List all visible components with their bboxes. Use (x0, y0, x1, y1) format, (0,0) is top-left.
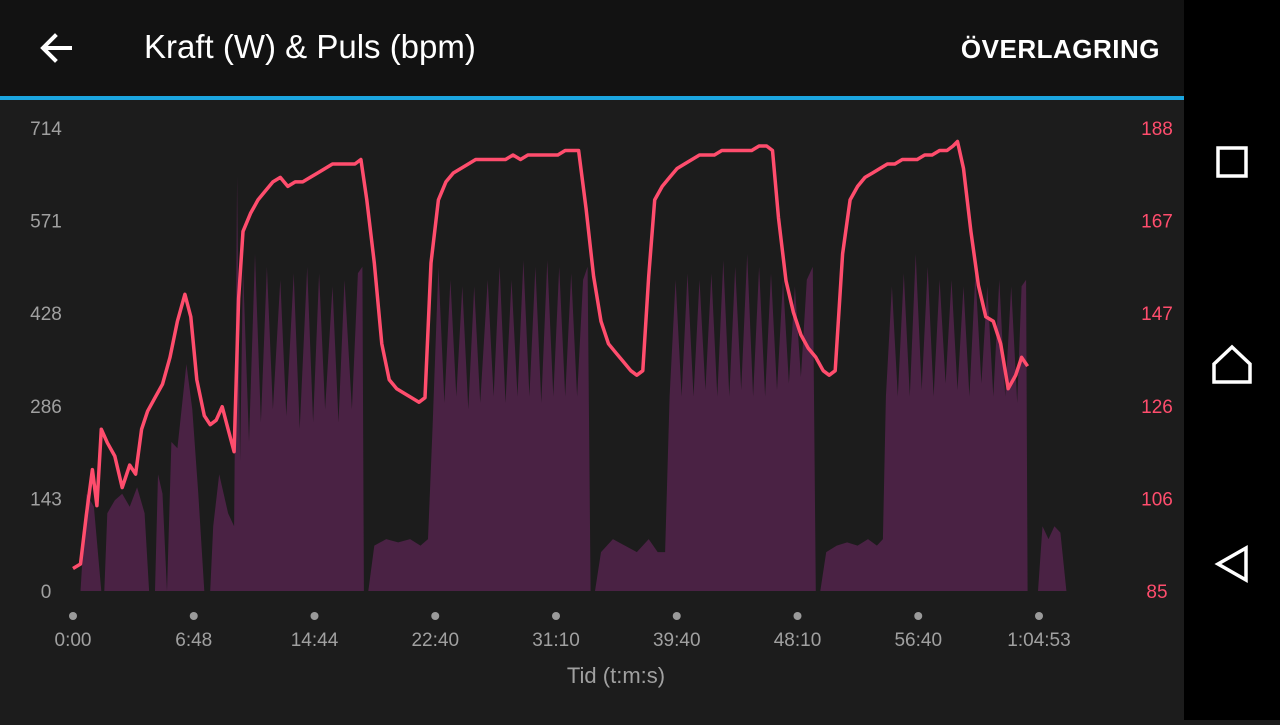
chart-area[interactable]: 714 571 428 286 143 0 188 167 147 126 106 85 0:00 6… (0, 100, 1184, 720)
accent-divider (0, 96, 1184, 100)
app-window: Kraft (W) & Puls (bpm) ÖVERLAGRING 714 57… (0, 0, 1184, 720)
power-heart-rate-chart[interactable]: 714 571 428 286 143 0 188 167 147 126 106 85 0:00 6… (0, 100, 1184, 720)
left-axis: 714 571 428 286 143 0 (30, 119, 62, 603)
x-axis-tick-dot (189, 612, 198, 620)
right-axis-tick-label: 147 (1141, 304, 1173, 325)
recents-button[interactable] (1196, 126, 1268, 198)
right-axis-tick-label: 188 (1141, 119, 1173, 140)
page-title: Kraft (W) & Puls (bpm) (144, 28, 476, 65)
x-axis-tick-label: 1:04:53 (1007, 630, 1070, 651)
x-axis-tick-dot (69, 612, 77, 620)
right-axis-tick-label: 106 (1141, 489, 1173, 510)
heart-rate-line (72, 139, 1030, 571)
x-axis-tick-label: 39:40 (653, 630, 701, 651)
back-nav-button[interactable] (1196, 528, 1268, 600)
right-axis: 188 167 147 126 106 85 (1141, 119, 1173, 603)
left-axis-tick-label: 714 (30, 119, 62, 140)
recents-square-icon (1216, 146, 1248, 178)
home-icon (1212, 344, 1252, 384)
right-axis-tick-label: 126 (1141, 397, 1173, 418)
x-axis-tick-dot (431, 612, 440, 620)
left-axis-tick-label: 571 (30, 212, 62, 233)
arrow-left-icon (40, 33, 72, 63)
x-axis-tick-label: 31:10 (532, 630, 580, 651)
heart-rate-line-layer (72, 139, 1030, 571)
right-axis-tick-label: 85 (1146, 582, 1167, 603)
home-button[interactable] (1196, 328, 1268, 400)
x-axis-tick-label: 0:00 (55, 630, 92, 651)
x-axis-title: Tid (t:m:s) (567, 663, 665, 688)
x-axis-tick-label: 56:40 (894, 630, 942, 651)
x-axis-tick-label: 14:44 (291, 630, 339, 651)
x-axis-tick-dot (793, 612, 802, 620)
x-axis-tick-label: 48:10 (774, 630, 822, 651)
power-area-layer (73, 176, 1067, 591)
left-axis-tick-label: 286 (30, 397, 62, 418)
left-axis-tick-label: 428 (30, 304, 62, 325)
x-axis-tick-dot (1035, 612, 1043, 620)
left-axis-tick-label: 143 (30, 489, 62, 510)
overlay-button[interactable]: ÖVERLAGRING (960, 34, 1160, 64)
left-axis-tick-label: 0 (41, 582, 52, 603)
x-axis-tick-dot (672, 612, 681, 620)
x-axis: 0:00 6:48 14:44 22:40 31:10 39:40 48:10 56:40 1:… (55, 612, 1071, 651)
x-axis-tick-dot (310, 612, 319, 620)
power-area (73, 176, 1067, 591)
x-axis-tick-dot (552, 612, 560, 620)
back-triangle-icon (1214, 544, 1248, 584)
back-button[interactable] (28, 22, 84, 74)
x-axis-tick-label: 6:48 (175, 630, 212, 651)
right-axis-tick-label: 167 (1141, 212, 1173, 233)
x-axis-tick-label: 22:40 (411, 630, 459, 651)
system-navigation-bar (1184, 0, 1280, 720)
x-axis-tick-dot (914, 612, 923, 620)
top-app-bar: Kraft (W) & Puls (bpm) ÖVERLAGRING (0, 0, 1184, 96)
